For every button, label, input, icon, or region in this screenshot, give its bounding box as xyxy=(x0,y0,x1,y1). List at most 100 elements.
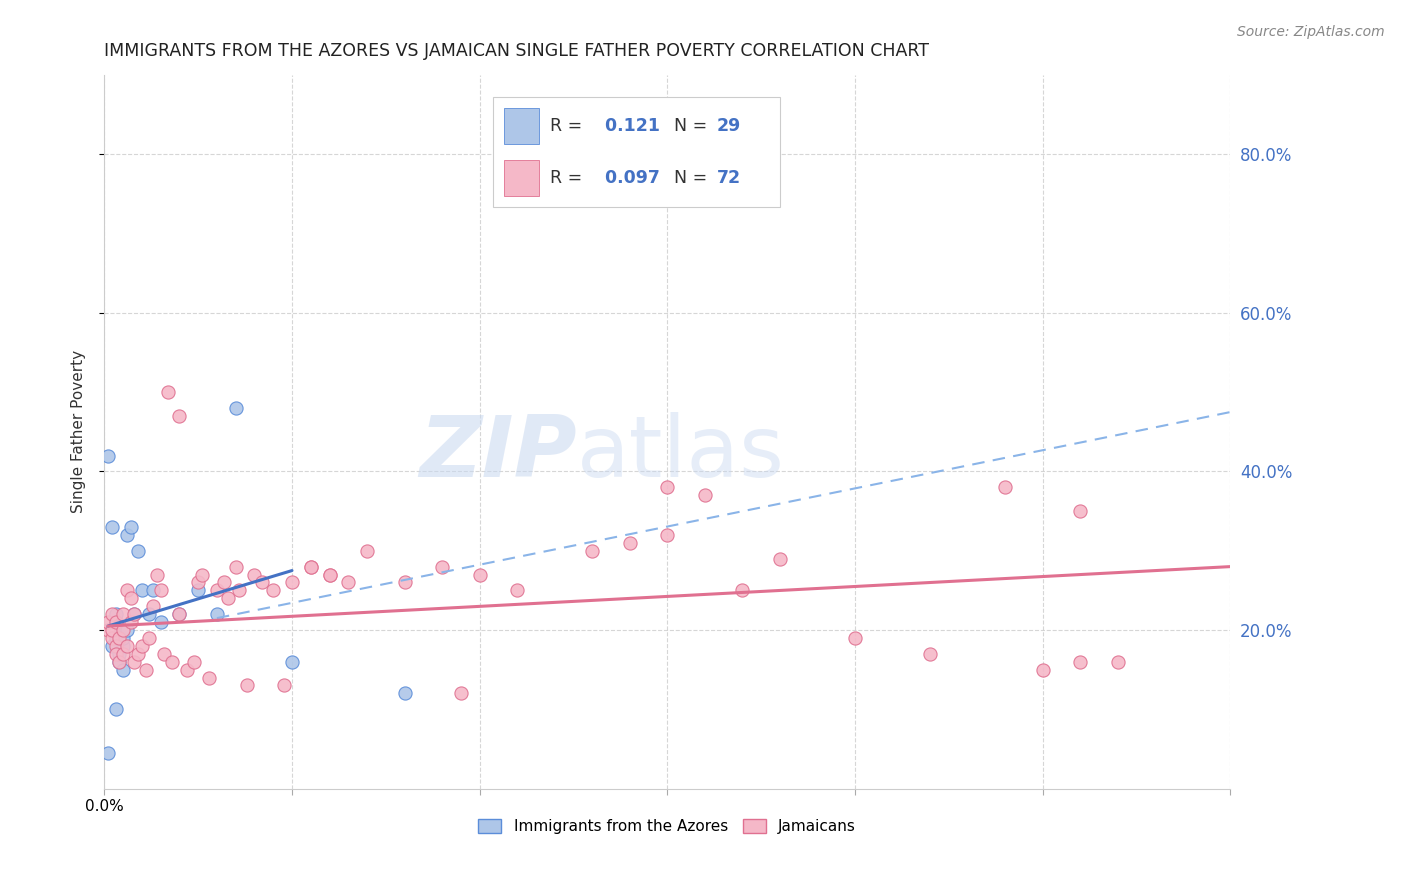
Point xyxy=(468,567,491,582)
Point xyxy=(157,385,180,400)
Point xyxy=(228,583,250,598)
Point xyxy=(97,615,120,629)
Point xyxy=(108,655,131,669)
Point xyxy=(149,583,172,598)
Point xyxy=(127,647,149,661)
Point xyxy=(299,559,322,574)
Point xyxy=(450,686,472,700)
Point xyxy=(281,655,304,669)
Point xyxy=(97,623,120,637)
Point xyxy=(101,623,124,637)
Point xyxy=(187,575,209,590)
Point xyxy=(101,607,124,622)
Point xyxy=(104,631,127,645)
Point xyxy=(273,678,295,692)
Point xyxy=(104,702,127,716)
Text: atlas: atlas xyxy=(578,412,785,495)
Point xyxy=(657,528,679,542)
Point xyxy=(115,639,138,653)
Point xyxy=(112,647,135,661)
Point xyxy=(844,631,866,645)
Point xyxy=(104,623,127,637)
Point xyxy=(394,686,416,700)
Point xyxy=(127,543,149,558)
Y-axis label: Single Father Poverty: Single Father Poverty xyxy=(72,351,86,514)
Point xyxy=(225,401,247,415)
Point xyxy=(337,575,360,590)
Point xyxy=(138,607,160,622)
Point xyxy=(506,583,529,598)
Point xyxy=(101,639,124,653)
Point xyxy=(205,583,228,598)
Point xyxy=(146,567,169,582)
Point xyxy=(214,575,236,590)
Point xyxy=(104,615,127,629)
Point xyxy=(225,559,247,574)
Point xyxy=(160,655,183,669)
Text: IMMIGRANTS FROM THE AZORES VS JAMAICAN SINGLE FATHER POVERTY CORRELATION CHART: IMMIGRANTS FROM THE AZORES VS JAMAICAN S… xyxy=(104,42,929,60)
Point xyxy=(318,567,340,582)
Point xyxy=(217,591,239,606)
Point xyxy=(142,599,165,614)
Point xyxy=(115,583,138,598)
Point xyxy=(104,615,127,629)
Point xyxy=(101,631,124,645)
Point xyxy=(657,480,679,494)
Point xyxy=(120,520,142,534)
Point xyxy=(124,655,146,669)
Point xyxy=(693,488,716,502)
Point xyxy=(250,575,273,590)
Point xyxy=(318,567,340,582)
Point xyxy=(1069,655,1091,669)
Point xyxy=(131,583,153,598)
Point xyxy=(112,623,135,637)
Point xyxy=(101,520,124,534)
Point xyxy=(112,607,135,622)
Point xyxy=(394,575,416,590)
Text: ZIP: ZIP xyxy=(419,412,578,495)
Point xyxy=(153,647,176,661)
Point xyxy=(112,639,135,653)
Point xyxy=(1032,663,1054,677)
Point xyxy=(142,583,165,598)
Point xyxy=(108,631,131,645)
Point xyxy=(131,639,153,653)
Point xyxy=(97,449,120,463)
Point xyxy=(243,567,266,582)
Point xyxy=(1107,655,1129,669)
Point xyxy=(1069,504,1091,518)
Point xyxy=(731,583,754,598)
Point xyxy=(262,583,284,598)
Point xyxy=(187,583,209,598)
Point xyxy=(430,559,453,574)
Point xyxy=(169,607,191,622)
Point xyxy=(176,663,198,677)
Point xyxy=(236,678,259,692)
Point xyxy=(138,631,160,645)
Legend: Immigrants from the Azores, Jamaicans: Immigrants from the Azores, Jamaicans xyxy=(478,820,856,834)
Point xyxy=(169,409,191,423)
Point xyxy=(108,647,131,661)
Point xyxy=(198,671,221,685)
Point xyxy=(112,631,135,645)
Point xyxy=(104,607,127,622)
Point xyxy=(104,639,127,653)
Point xyxy=(619,536,641,550)
Point xyxy=(124,607,146,622)
Point xyxy=(149,615,172,629)
Point xyxy=(281,575,304,590)
Point xyxy=(97,746,120,760)
Point xyxy=(994,480,1017,494)
Point xyxy=(299,559,322,574)
Point xyxy=(920,647,942,661)
Point xyxy=(356,543,378,558)
Point xyxy=(104,647,127,661)
Point xyxy=(581,543,603,558)
Point xyxy=(191,567,214,582)
Point xyxy=(769,551,792,566)
Point xyxy=(112,663,135,677)
Point xyxy=(183,655,205,669)
Text: Source: ZipAtlas.com: Source: ZipAtlas.com xyxy=(1237,25,1385,39)
Point xyxy=(135,663,157,677)
Point xyxy=(120,615,142,629)
